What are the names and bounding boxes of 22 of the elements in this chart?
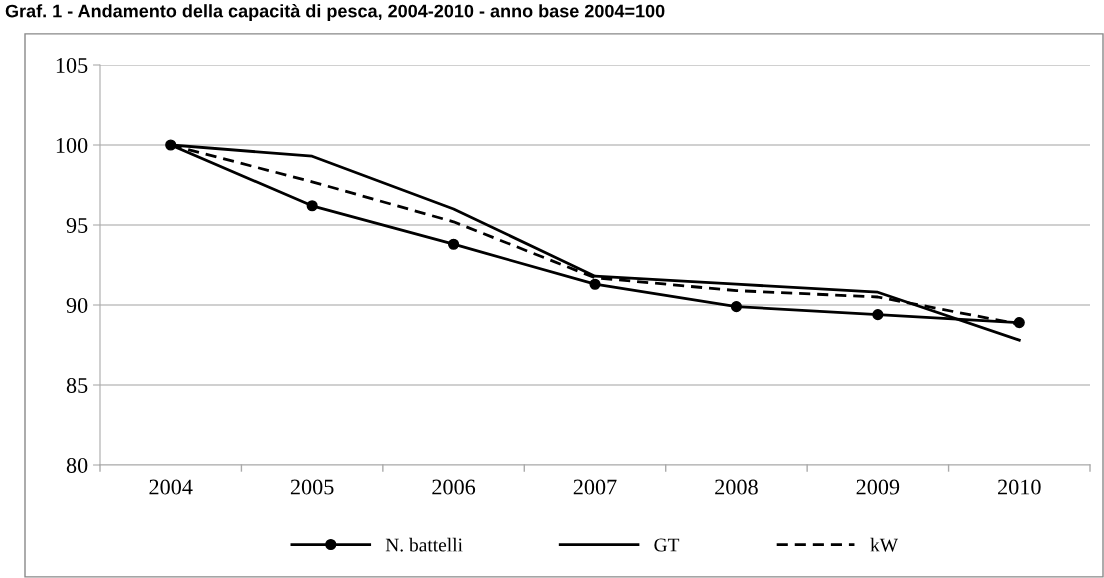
point [730, 301, 742, 313]
y-tick-label: 100 [56, 137, 88, 153]
legend-label: kW [870, 537, 899, 552]
legend-label: GT [654, 538, 680, 552]
point [448, 238, 460, 250]
y-tick-label: 80 [66, 457, 88, 473]
y-tick-label: 85 [66, 377, 88, 393]
point [872, 309, 884, 321]
point [306, 200, 318, 212]
x-tick-label: 2006 [432, 479, 476, 495]
x-tick-label: 2010 [998, 479, 1041, 495]
x-tick-label: 2005 [290, 479, 334, 495]
y-tick-label: 90 [66, 297, 88, 313]
x-tick-label: 2008 [715, 479, 758, 495]
chart-title: Graf. 1 - Andamento della capacità di pesca, 2004-2010 - anno base 2004=100 [5, 4, 665, 21]
y-tick-label: 105 [56, 57, 88, 73]
point [589, 278, 601, 290]
legend-label: N. battelli [385, 537, 463, 552]
x-tick-label: 2004 [149, 479, 193, 495]
x-tick-label: 2009 [856, 479, 900, 495]
y-tick-label: 95 [66, 217, 88, 233]
x-tick-label: 2007 [573, 479, 617, 495]
